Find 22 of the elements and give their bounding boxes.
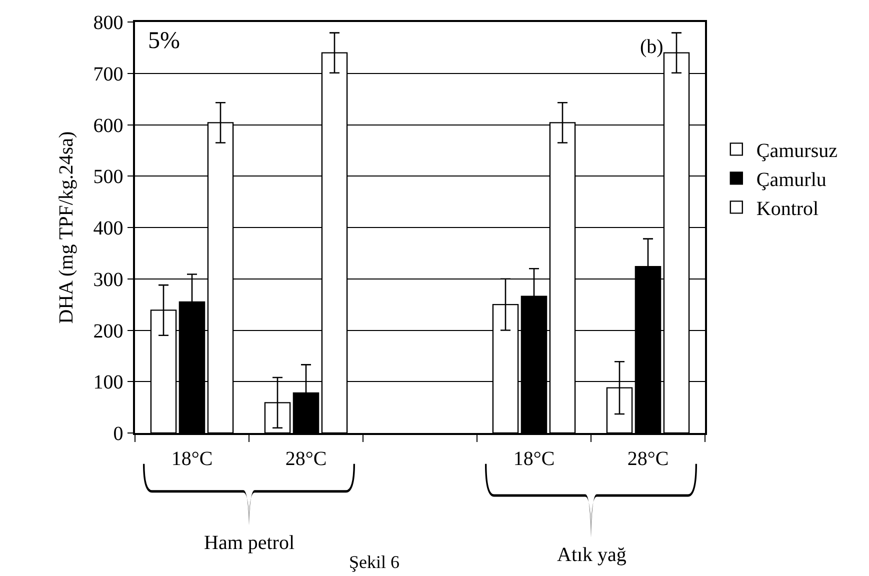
y-tick-label: 300: [93, 268, 124, 291]
x-tick-label: 18°C: [171, 448, 213, 470]
y-tick-label: 700: [93, 63, 124, 86]
y-tick-label: 500: [93, 166, 124, 188]
y-axis-title: DHA (mg TPF/kg.24sa): [55, 131, 78, 324]
legend-label: Çamurlu: [756, 168, 826, 191]
annotation: 5%: [148, 28, 180, 54]
text: Ham petrol: [204, 532, 295, 554]
y-tick-label: 600: [93, 114, 124, 137]
y-tick-label: 0: [113, 423, 124, 445]
text: Atık yağ: [557, 544, 626, 566]
x-tick-label: 18°C: [513, 448, 555, 470]
legend-label: Kontrol: [756, 198, 820, 220]
x-tick-label: 28°C: [627, 448, 669, 470]
y-tick-label: 200: [93, 320, 124, 342]
y-tick-label: 400: [93, 218, 124, 240]
y-tick-label: 800: [93, 12, 124, 34]
legend-label: Çamursuz: [756, 140, 838, 162]
annotation: (b): [640, 36, 664, 58]
y-tick-label: 100: [93, 372, 124, 394]
x-tick-label: 28°C: [285, 448, 327, 470]
text: Şekil 6: [349, 552, 400, 572]
